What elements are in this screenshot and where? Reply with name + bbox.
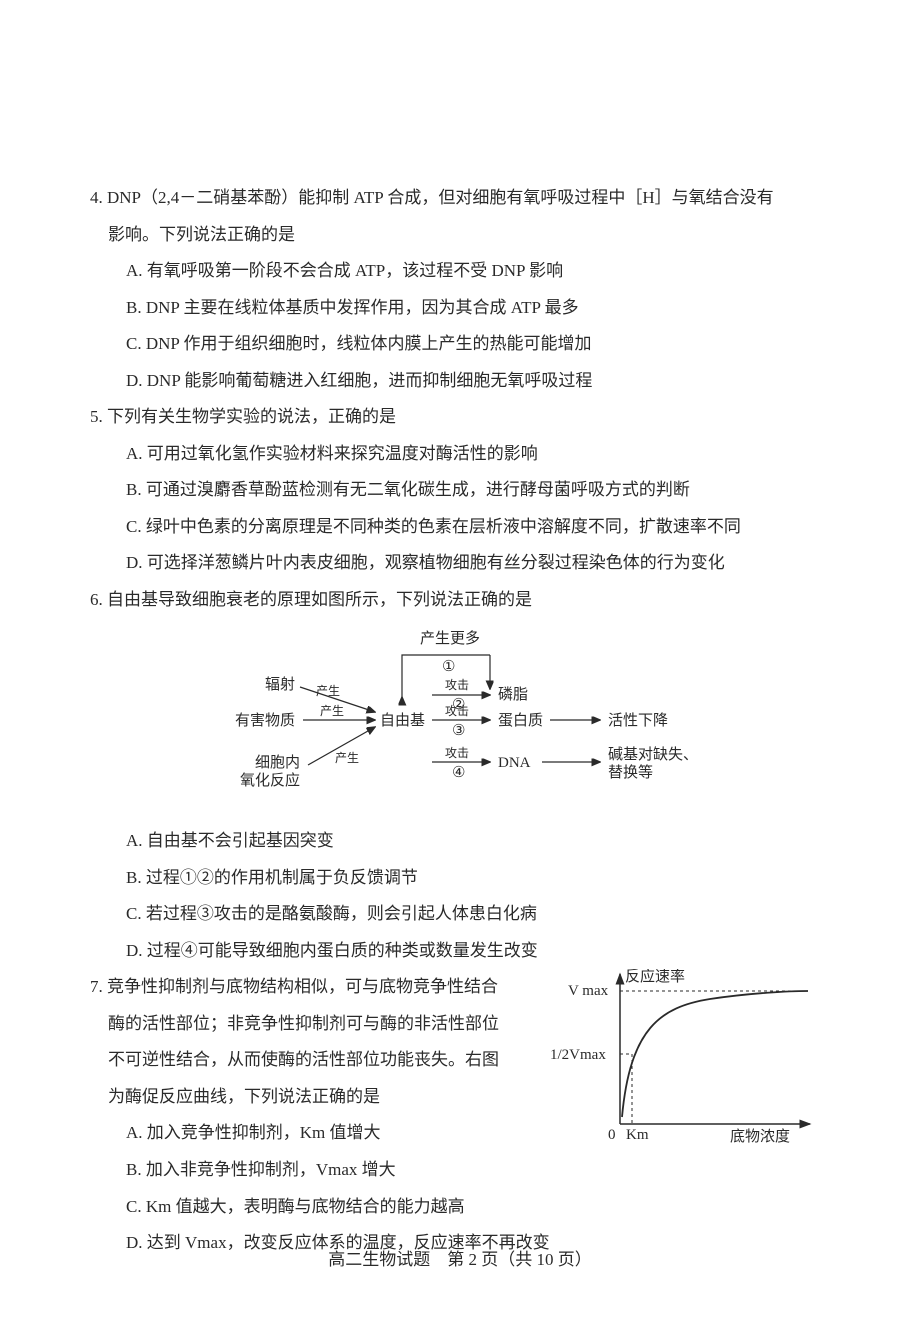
page-footer: 高二生物试题 第 2 页（共 10 页） [0, 1242, 920, 1279]
q6-option-c: C. 若过程③攻击的是酪氨酸酶，则会引起人体患白化病 [126, 896, 830, 933]
d-r3t: DNA [498, 755, 531, 771]
q4-option-d: D. DNP 能影响葡萄糖进入红细胞，进而抑制细胞无氧呼吸过程 [126, 363, 830, 400]
q5-option-d: D. 可选择洋葱鳞片叶内表皮细胞，观察植物细胞有丝分裂过程染色体的行为变化 [126, 545, 830, 582]
c-vmax: V max [568, 983, 609, 999]
d-al1: 产生 [316, 684, 340, 698]
question-6: 6. 自由基导致细胞衰老的原理如图所示，下列说法正确的是 产生更多 ① 辐射 产… [90, 582, 830, 969]
d-r3o2: 替换等 [608, 763, 653, 781]
d-r3n: ④ [452, 765, 465, 781]
q7-option-a: A. 加入竞争性抑制剂，Km 值增大 [126, 1115, 560, 1152]
d-r1a: 攻击 [445, 678, 469, 692]
d-n1: ① [442, 659, 455, 675]
c-km: Km [626, 1127, 649, 1143]
q7-chart: 反应速率 V max 1/2Vmax 0 Km 底物浓度 [550, 969, 820, 1149]
q6-diagram: 产生更多 ① 辐射 产生 有害物质 产生 细胞内 氧化反应 产生 自由基 [180, 627, 740, 816]
q6-option-d: D. 过程④可能导致细胞内蛋白质的种类或数量发生改变 [126, 933, 830, 970]
q5-option-c: C. 绿叶中色素的分离原理是不同种类的色素在层析液中溶解度不同，扩散速率不同 [126, 509, 830, 546]
q7-option-b: B. 加入非竞争性抑制剂，Vmax 增大 [126, 1152, 830, 1189]
q5-option-a: A. 可用过氧化氢作实验材料来探究温度对酶活性的影响 [126, 436, 830, 473]
q4-option-c: C. DNP 作用于组织细胞时，线粒体内膜上产生的热能可能增加 [126, 326, 830, 363]
c-half: 1/2Vmax [550, 1047, 606, 1063]
d-r2t: 蛋白质 [498, 712, 543, 729]
question-4: 4. DNP（2,4－二硝基苯酚）能抑制 ATP 合成，但对细胞有氧呼吸过程中［… [90, 180, 830, 399]
q4-stem-line2: 影响。下列说法正确的是 [108, 217, 830, 254]
d-left3b: 氧化反应 [240, 771, 300, 789]
d-center: 自由基 [380, 712, 425, 729]
q5-stem: 5. 下列有关生物学实验的说法，正确的是 [90, 399, 830, 436]
q5-option-b: B. 可通过溴麝香草酚蓝检测有无二氧化碳生成，进行酵母菌呼吸方式的判断 [126, 472, 830, 509]
d-r1t: 磷脂 [498, 686, 528, 703]
d-r3o1: 碱基对缺失、 [608, 746, 698, 763]
c-zero: 0 [608, 1127, 616, 1143]
q6-option-b: B. 过程①②的作用机制属于负反馈调节 [126, 860, 830, 897]
d-r2n: ③ [452, 723, 465, 739]
c-xlab: 底物浓度 [730, 1128, 790, 1145]
d-left1: 辐射 [265, 676, 295, 693]
q4-option-b: B. DNP 主要在线粒体基质中发挥作用，因为其合成 ATP 最多 [126, 290, 830, 327]
d-left3a: 细胞内 [255, 754, 300, 771]
d-left2: 有害物质 [235, 712, 295, 729]
q7-stem-2: 酶的活性部位；非竞争性抑制剂可与酶的非活性部位 [108, 1006, 560, 1043]
q7-option-c: C. Km 值越大，表明酶与底物结合的能力越高 [126, 1189, 830, 1226]
c-ylab: 反应速率 [625, 969, 685, 985]
d-al2: 产生 [320, 704, 344, 718]
q4-option-a: A. 有氧呼吸第一阶段不会合成 ATP，该过程不受 DNP 影响 [126, 253, 830, 290]
question-7: 7. 竞争性抑制剂与底物结构相似，可与底物竞争性结合 酶的活性部位；非竞争性抑制… [90, 969, 830, 1261]
d-top-label: 产生更多 [420, 630, 480, 647]
d-r2o: 活性下降 [608, 712, 668, 729]
q7-stem-1: 7. 竞争性抑制剂与底物结构相似，可与底物竞争性结合 [90, 969, 560, 1006]
q7-stem-3: 不可逆性结合，从而使酶的活性部位功能丧失。右图 [108, 1042, 560, 1079]
d-r2a: 攻击 [445, 704, 469, 718]
q6-option-a: A. 自由基不会引起基因突变 [126, 823, 830, 860]
q6-stem: 6. 自由基导致细胞衰老的原理如图所示，下列说法正确的是 [90, 582, 830, 619]
d-al3: 产生 [335, 751, 359, 765]
d-r3a: 攻击 [445, 746, 469, 760]
q7-stem-4: 为酶促反应曲线，下列说法正确的是 [108, 1079, 560, 1116]
q4-stem-line1: 4. DNP（2,4－二硝基苯酚）能抑制 ATP 合成，但对细胞有氧呼吸过程中［… [90, 180, 830, 217]
question-5: 5. 下列有关生物学实验的说法，正确的是 A. 可用过氧化氢作实验材料来探究温度… [90, 399, 830, 582]
